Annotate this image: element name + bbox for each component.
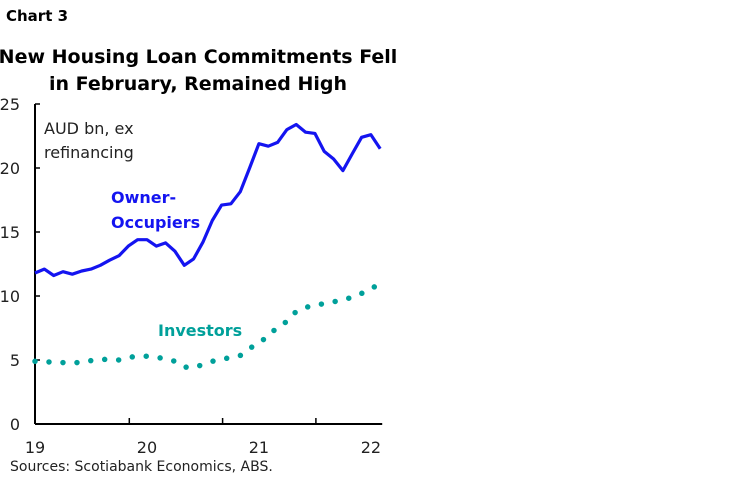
x-tick-label: 19 [25, 438, 45, 457]
x-tick-label: 22 [361, 438, 381, 457]
series-label-investors: Investors [158, 321, 242, 340]
chart-title-line-2: in February, Remained High [49, 73, 347, 95]
x-tick-label: 20 [137, 438, 157, 457]
series-line-investors [32, 281, 383, 371]
y-tick-label: 10 [0, 287, 20, 306]
y-tick-label: 0 [10, 415, 20, 434]
series-label-owner-occupiers-1: Owner- [111, 188, 176, 207]
y-tick-label: 15 [0, 223, 20, 242]
unit-note-line-2: refinancing [44, 143, 134, 162]
y-tick-label: 5 [10, 351, 20, 370]
y-tick-label: 25 [0, 95, 20, 114]
x-tick-label: 21 [249, 438, 269, 457]
y-tick-label: 20 [0, 159, 20, 178]
series-label-owner-occupiers-2: Occupiers [111, 213, 200, 232]
chart-number: Chart 3 [6, 7, 68, 25]
unit-note-line-1: AUD bn, ex [44, 119, 134, 138]
series-line-owner-occupiers [34, 122, 382, 278]
source-note: Sources: Scotiabank Economics, ABS. [10, 459, 273, 475]
chart-title-line-1: New Housing Loan Commitments Fell [0, 46, 397, 68]
